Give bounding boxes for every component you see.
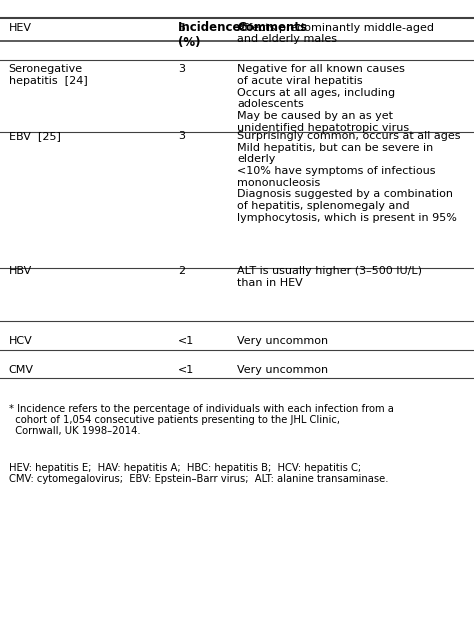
Text: 3: 3	[178, 131, 185, 141]
Text: of hepatitis, splenomegaly and: of hepatitis, splenomegaly and	[237, 201, 410, 211]
Text: CMV: CMV	[9, 365, 34, 375]
Text: 5: 5	[178, 23, 185, 33]
Text: and elderly males: and elderly males	[237, 35, 337, 44]
Text: Comments: Comments	[237, 21, 307, 34]
Text: Occurs at all ages, including: Occurs at all ages, including	[237, 88, 395, 98]
Text: May be caused by an as yet: May be caused by an as yet	[237, 111, 393, 121]
Text: lymphocytosis, which is present in 95%: lymphocytosis, which is present in 95%	[237, 212, 457, 222]
Text: mononucleosis: mononucleosis	[237, 178, 320, 188]
Text: CMV: cytomegalovirus;  EBV: Epstein–Barr virus;  ALT: alanine transaminase.: CMV: cytomegalovirus; EBV: Epstein–Barr …	[9, 474, 388, 484]
Text: ALT is usually higher (3–500 IU/L): ALT is usually higher (3–500 IU/L)	[237, 266, 422, 276]
Text: Negative for all known causes: Negative for all known causes	[237, 64, 405, 74]
Text: Seronegative: Seronegative	[9, 64, 82, 74]
Text: Very uncommon: Very uncommon	[237, 365, 328, 375]
Text: Affects predominantly middle-aged: Affects predominantly middle-aged	[237, 23, 434, 33]
Text: than in HEV: than in HEV	[237, 277, 303, 287]
Text: hepatitis  [24]: hepatitis [24]	[9, 76, 87, 86]
Text: 3: 3	[178, 64, 185, 74]
Text: Mild hepatitis, but can be severe in: Mild hepatitis, but can be severe in	[237, 142, 433, 152]
Text: HCV: HCV	[9, 336, 32, 346]
Text: Diagnosis suggested by a combination: Diagnosis suggested by a combination	[237, 189, 453, 199]
Text: Incidence*
(%): Incidence* (%)	[178, 21, 247, 49]
Text: EBV  [25]: EBV [25]	[9, 131, 60, 141]
Text: 2: 2	[178, 266, 185, 276]
Text: adolescents: adolescents	[237, 100, 304, 109]
Text: Cornwall, UK 1998–2014.: Cornwall, UK 1998–2014.	[9, 426, 140, 436]
Text: <1: <1	[178, 336, 194, 346]
Text: * Incidence refers to the percentage of individuals with each infection from a: * Incidence refers to the percentage of …	[9, 404, 393, 415]
Text: <10% have symptoms of infectious: <10% have symptoms of infectious	[237, 166, 436, 176]
Text: unidentified hepatotropic virus: unidentified hepatotropic virus	[237, 122, 409, 132]
Text: Surprisingly common, occurs at all ages: Surprisingly common, occurs at all ages	[237, 131, 461, 141]
Text: HBV: HBV	[9, 266, 32, 276]
Text: cohort of 1,054 consecutive patients presenting to the JHL Clinic,: cohort of 1,054 consecutive patients pre…	[9, 415, 339, 425]
Text: Very uncommon: Very uncommon	[237, 336, 328, 346]
Text: elderly: elderly	[237, 154, 275, 164]
Text: HEV: hepatitis E;  HAV: hepatitis A;  HBC: hepatitis B;  HCV: hepatitis C;: HEV: hepatitis E; HAV: hepatitis A; HBC:…	[9, 463, 361, 473]
Text: of acute viral hepatitis: of acute viral hepatitis	[237, 76, 363, 86]
Text: <1: <1	[178, 365, 194, 375]
Text: HEV: HEV	[9, 23, 32, 33]
